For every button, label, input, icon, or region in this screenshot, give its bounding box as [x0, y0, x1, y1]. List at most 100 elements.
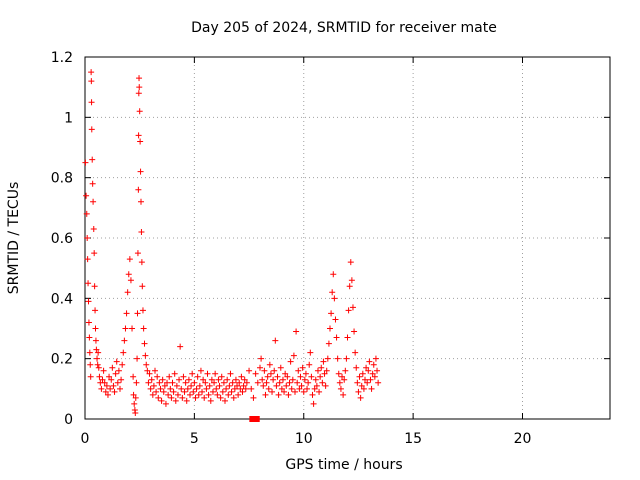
data-point	[110, 382, 117, 389]
data-point	[229, 379, 236, 386]
y-tick-label: 0.6	[51, 231, 73, 247]
data-point	[159, 376, 166, 383]
data-point	[274, 373, 281, 380]
data-point	[362, 376, 368, 383]
data-point	[155, 394, 162, 401]
data-point	[289, 376, 296, 383]
data-point	[262, 391, 269, 398]
data-point	[330, 271, 337, 278]
x-tick-label: 10	[295, 431, 313, 447]
data-point	[306, 361, 313, 368]
y-tick-label: 0.4	[51, 291, 73, 307]
data-point	[355, 388, 362, 395]
data-point	[331, 295, 338, 302]
data-point	[201, 394, 208, 401]
data-point	[269, 388, 276, 395]
data-point	[118, 376, 125, 383]
data-point	[371, 373, 378, 380]
data-point	[301, 376, 308, 383]
data-point	[279, 376, 286, 383]
data-point	[283, 382, 290, 389]
data-point	[134, 355, 141, 362]
data-point	[320, 358, 327, 365]
data-point	[277, 364, 284, 371]
data-point	[85, 298, 92, 305]
grid-lines	[85, 57, 610, 419]
data-point	[364, 379, 371, 386]
data-point	[179, 394, 186, 401]
data-point	[360, 385, 367, 392]
data-point	[346, 283, 353, 290]
data-point	[261, 367, 268, 374]
data-point	[133, 379, 140, 386]
data-point	[161, 382, 168, 389]
data-point	[134, 250, 141, 257]
y-tick-label: 1.2	[51, 50, 73, 66]
y-tick-label: 0.2	[51, 352, 73, 368]
data-point	[195, 391, 202, 398]
data-point	[239, 388, 246, 395]
data-point	[87, 361, 94, 368]
data-point	[88, 69, 95, 76]
data-point	[354, 379, 361, 386]
data-point	[205, 391, 212, 398]
x-tick-label: 0	[81, 431, 90, 447]
data-point	[297, 373, 304, 380]
data-point	[294, 379, 301, 386]
data-point	[263, 379, 270, 386]
data-point	[366, 358, 373, 365]
data-point	[237, 385, 244, 392]
x-tick-label: 20	[514, 431, 532, 447]
data-point	[290, 352, 297, 359]
data-point	[323, 367, 330, 374]
data-point	[316, 388, 323, 395]
data-point-square	[253, 416, 260, 422]
data-point	[204, 370, 211, 377]
data-point	[295, 367, 302, 374]
data-point	[138, 228, 145, 235]
data-point	[278, 385, 285, 392]
data-point	[129, 325, 136, 332]
data-point	[114, 379, 121, 386]
data-point	[132, 409, 139, 416]
data-points	[82, 69, 382, 422]
data-point	[372, 355, 379, 362]
data-point	[369, 370, 376, 377]
data-point	[130, 391, 137, 398]
data-point	[147, 385, 154, 392]
data-point	[349, 304, 356, 311]
data-point	[352, 349, 359, 356]
data-point	[363, 364, 370, 371]
data-point	[296, 385, 303, 392]
data-point	[87, 373, 94, 380]
data-point	[117, 385, 123, 392]
data-point	[90, 198, 97, 205]
data-point	[89, 180, 96, 187]
data-point	[94, 361, 101, 368]
data-point	[203, 385, 210, 392]
data-point	[165, 391, 172, 398]
data-point-square	[249, 416, 256, 422]
data-point	[325, 340, 332, 347]
data-point	[170, 388, 177, 395]
data-point	[231, 385, 238, 392]
data-point	[299, 364, 306, 371]
data-point	[88, 99, 95, 106]
data-point	[284, 373, 291, 380]
data-point	[92, 325, 99, 332]
data-point	[141, 340, 148, 347]
data-point	[358, 382, 365, 389]
data-point	[142, 352, 149, 359]
data-point	[200, 376, 207, 383]
data-point	[83, 210, 90, 217]
x-tick-label: 15	[404, 431, 422, 447]
data-point	[160, 388, 167, 395]
data-point	[82, 159, 89, 166]
data-point	[242, 385, 249, 392]
data-point	[123, 310, 130, 317]
data-point	[90, 225, 97, 232]
data-point	[196, 382, 203, 389]
data-point	[375, 379, 382, 386]
data-point	[321, 370, 328, 377]
